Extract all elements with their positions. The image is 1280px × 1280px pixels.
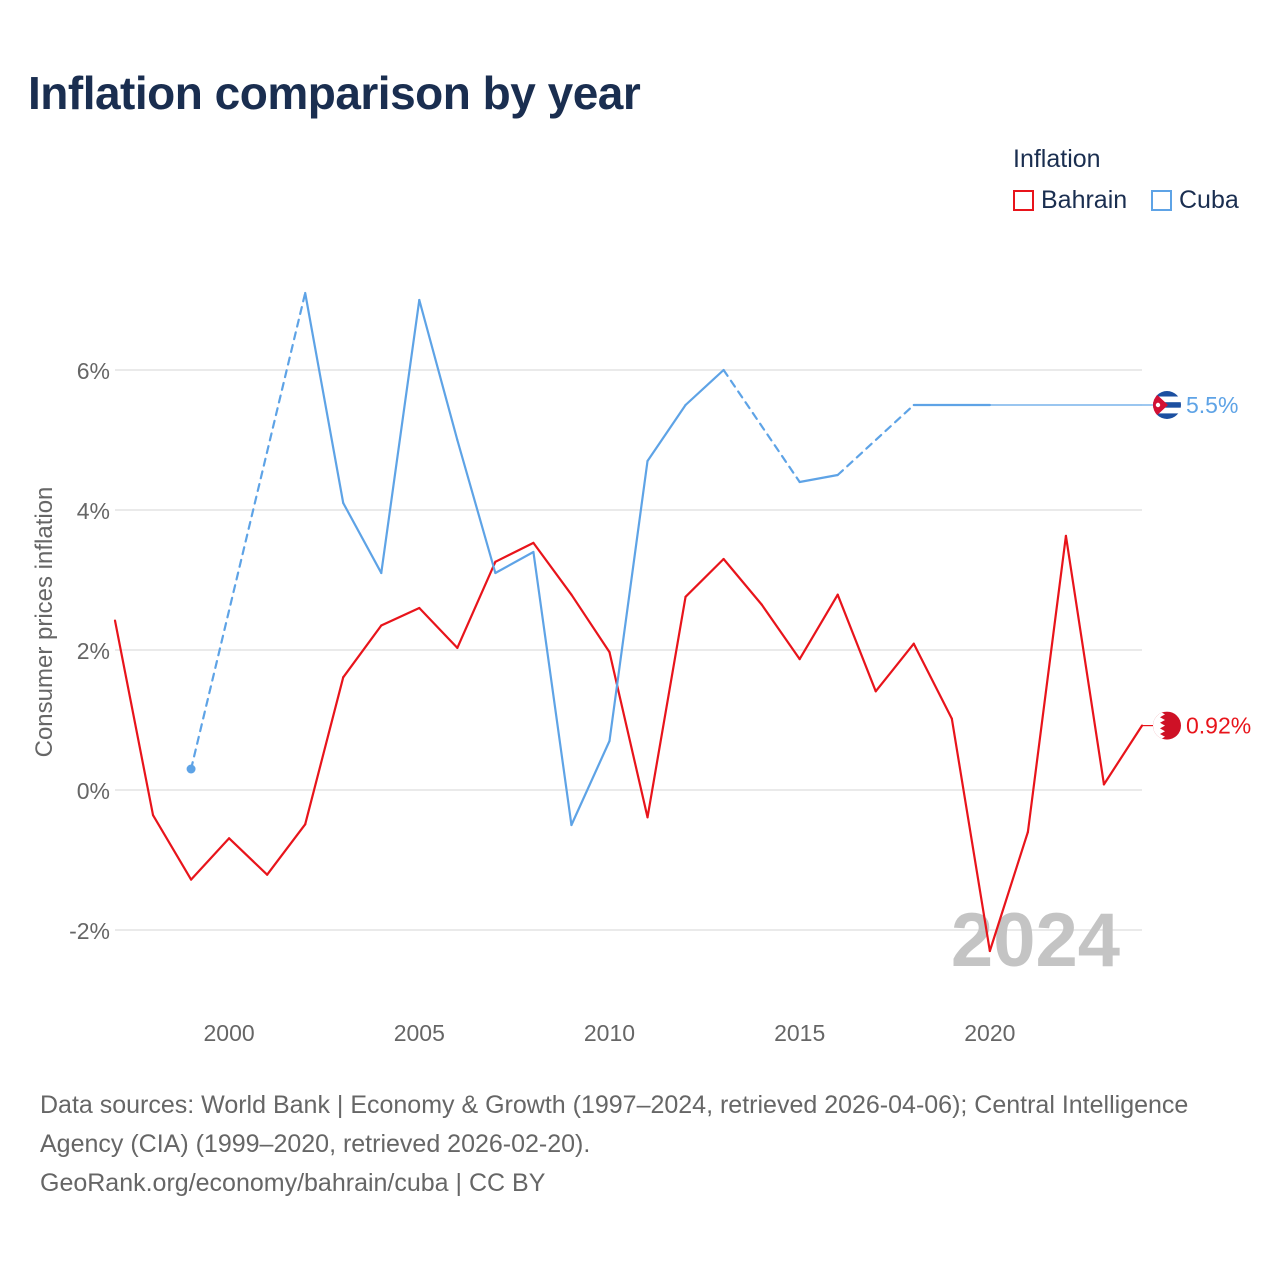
- legend-label-bahrain: Bahrain: [1041, 186, 1128, 214]
- series-segment: [912, 642, 953, 720]
- series-segment: [380, 606, 421, 627]
- series-segment: [608, 459, 649, 743]
- y-tick-labels: -2% 0% 2% 4% 6%: [69, 358, 110, 944]
- series-segment: [151, 814, 193, 881]
- series-segment: [380, 298, 421, 575]
- series-segment: [874, 642, 915, 693]
- series-segment: [1102, 724, 1144, 786]
- series-segment: [418, 606, 459, 650]
- series-segment: [798, 473, 839, 484]
- legend-item-bahrain[interactable]: Bahrain: [1013, 186, 1127, 215]
- series-segment: [113, 619, 155, 817]
- x-tick-label: 2005: [394, 1020, 445, 1046]
- x-tick-labels: 2000 2005 2010 2015 2020: [204, 1020, 1016, 1046]
- series-segment: [189, 291, 307, 771]
- year-watermark: 2024: [951, 898, 1120, 983]
- series-segment: [570, 739, 611, 827]
- y-tick-label: 4%: [77, 498, 110, 524]
- line-chart: -2% 0% 2% 4% 6% 2000 2005 2010 2015 2020 2024 Co…: [31, 291, 1251, 1046]
- footer: Data sources: World Bank | Economy & Gro…: [40, 1086, 1250, 1203]
- grid-lines: [115, 369, 1142, 931]
- x-tick-label: 2015: [774, 1020, 825, 1046]
- series-segment: [646, 403, 687, 463]
- x-tick-label: 2020: [964, 1020, 1015, 1046]
- series-segment: [570, 593, 611, 654]
- legend-swatch-cuba: [1151, 190, 1172, 211]
- bahrain-end-label: 0.92%: [1186, 713, 1251, 739]
- data-point: [186, 764, 196, 774]
- y-tick-label: 0%: [77, 778, 110, 804]
- site-credit[interactable]: GeoRank.org/economy/bahrain/cuba | CC BY: [40, 1169, 546, 1197]
- series-segment: [836, 403, 915, 477]
- bahrain-flag-icon: [1153, 711, 1181, 740]
- series-segment: [342, 501, 383, 575]
- legend-item-cuba[interactable]: Cuba: [1151, 186, 1239, 215]
- series-segment: [950, 717, 991, 953]
- cuba-end-label: 5.5%: [1186, 392, 1238, 418]
- series-segment: [646, 595, 687, 819]
- series-segment: [722, 557, 763, 606]
- series-segment: [494, 541, 535, 563]
- series-segment: [228, 837, 269, 876]
- series-segment: [494, 550, 535, 575]
- series-segment: [456, 438, 497, 575]
- series-segment: [988, 830, 1029, 953]
- series-segment: [456, 560, 497, 650]
- series-segment: [266, 823, 307, 876]
- y-axis-label: Consumer prices inflation: [31, 487, 58, 758]
- series-segment: [798, 593, 839, 661]
- series-segment: [760, 603, 801, 661]
- series-segment: [1064, 534, 1106, 786]
- y-tick-label: 2%: [77, 638, 110, 664]
- series-segment: [684, 368, 725, 407]
- cuba-flag-icon: [1153, 391, 1181, 419]
- x-tick-label: 2000: [204, 1020, 255, 1046]
- series-segment: [532, 541, 573, 596]
- series-segment: [1026, 534, 1068, 834]
- x-tick-label: 2010: [584, 1020, 635, 1046]
- series-segment: [189, 837, 231, 881]
- legend-label-cuba: Cuba: [1179, 186, 1239, 214]
- y-tick-label: 6%: [77, 358, 110, 384]
- series-segment: [684, 557, 725, 598]
- series-bahrain[interactable]: [113, 534, 1144, 953]
- series-segment: [608, 650, 649, 819]
- series-segment: [304, 676, 345, 826]
- chart-title: Inflation comparison by year: [28, 67, 641, 119]
- series-segment: [342, 624, 383, 679]
- y-tick-label: -2%: [69, 918, 110, 944]
- series-segment: [532, 550, 573, 827]
- series-segment: [304, 291, 345, 505]
- data-sources: Data sources: World Bank | Economy & Gro…: [40, 1091, 1189, 1158]
- series-segment: [722, 368, 801, 484]
- legend-swatch-bahrain: [1013, 190, 1034, 211]
- series-cuba[interactable]: [186, 291, 1142, 827]
- series-segment: [836, 593, 877, 693]
- series-segment: [418, 298, 459, 442]
- legend-title: Inflation: [1013, 145, 1101, 173]
